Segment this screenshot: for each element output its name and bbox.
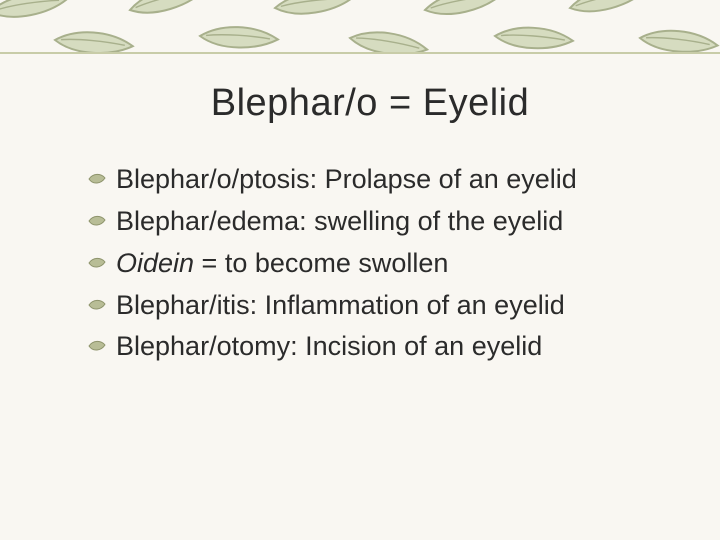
bullet-list: Blephar/o/ptosis: Prolapse of an eyelid …: [70, 159, 670, 368]
list-item-text: Blephar/otomy: Incision of an eyelid: [116, 331, 542, 361]
list-item-text: Blephar/itis: Inflammation of an eyelid: [116, 290, 565, 320]
slide-content: Blephar/o = Eyelid Blephar/o/ptosis: Pro…: [0, 54, 720, 368]
list-item: Blephar/otomy: Incision of an eyelid: [88, 326, 670, 368]
list-item-text: Blephar/o/ptosis: Prolapse of an eyelid: [116, 164, 577, 194]
slide: Blephar/o = Eyelid Blephar/o/ptosis: Pro…: [0, 0, 720, 540]
leaf-bullet-icon: [88, 339, 106, 353]
list-item: Blephar/itis: Inflammation of an eyelid: [88, 285, 670, 327]
list-item-text: Blephar/edema: swelling of the eyelid: [116, 206, 563, 236]
list-item-text: Oidein = to become swollen: [116, 248, 448, 278]
leaf-pattern: [0, 0, 720, 52]
list-item: Blephar/edema: swelling of the eyelid: [88, 201, 670, 243]
leaf-bullet-icon: [88, 214, 106, 228]
list-item: Oidein = to become swollen: [88, 243, 670, 285]
leaf-bullet-icon: [88, 256, 106, 270]
leaf-bullet-icon: [88, 172, 106, 186]
leaf-bullet-icon: [88, 298, 106, 312]
slide-title: Blephar/o = Eyelid: [70, 82, 670, 125]
decorative-banner: [0, 0, 720, 54]
list-item: Blephar/o/ptosis: Prolapse of an eyelid: [88, 159, 670, 201]
